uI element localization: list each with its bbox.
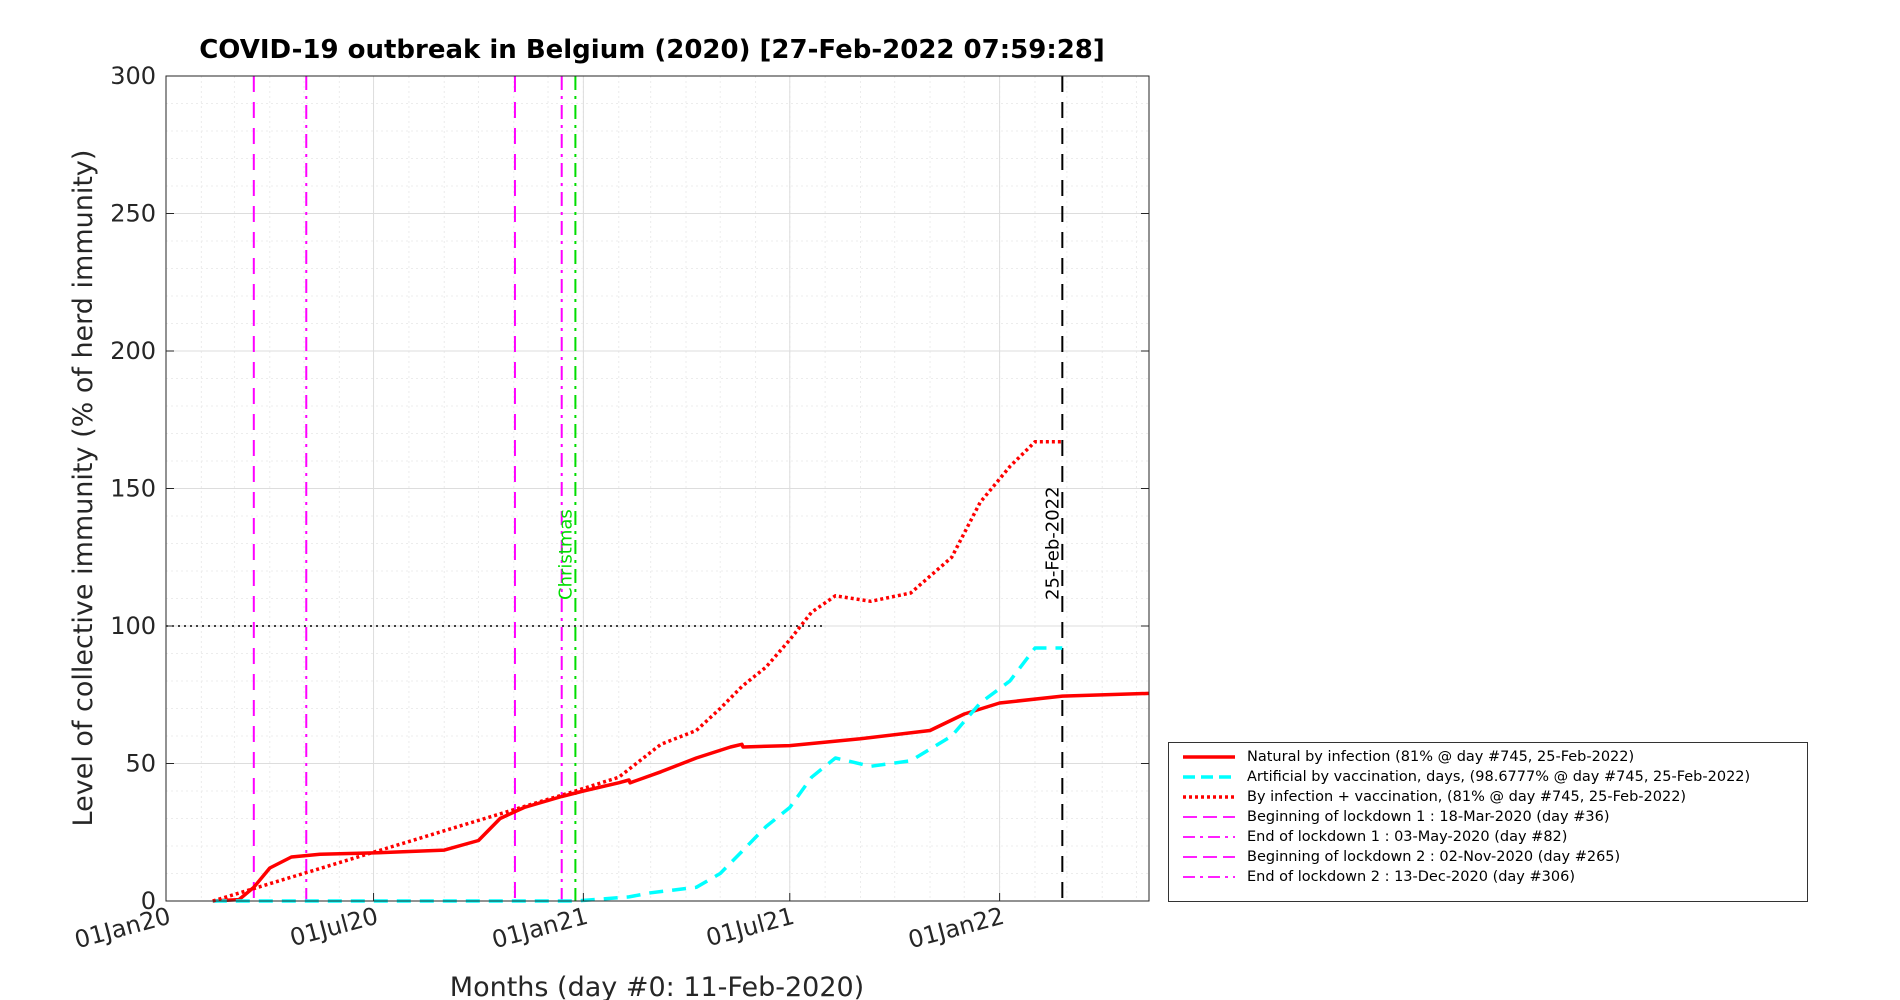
legend-entry-6: End of lockdown 2 : 13-Dec-2020 (day #30…	[1179, 867, 1797, 887]
legend-entry-5: Beginning of lockdown 2 : 02-Nov-2020 (d…	[1179, 847, 1797, 867]
legend-label: Beginning of lockdown 2 : 02-Nov-2020 (d…	[1247, 849, 1621, 865]
legend-swatch	[1183, 775, 1235, 779]
x-axis-label: Months (day #0: 11-Feb-2020)	[450, 972, 864, 1000]
legend-swatch	[1183, 876, 1235, 878]
x-tick-label: 01Jul20	[287, 902, 381, 952]
legend-swatch	[1183, 856, 1235, 858]
legend-label: End of lockdown 1 : 03-May-2020 (day #82…	[1247, 829, 1568, 845]
legend-swatch	[1183, 755, 1235, 759]
y-tick-label: 50	[125, 750, 156, 778]
legend-label: By infection + vaccination, (81% @ day #…	[1247, 789, 1687, 805]
x-tick-label: 01Jan21	[489, 902, 591, 954]
legend-label: Beginning of lockdown 1 : 18-Mar-2020 (d…	[1247, 809, 1610, 825]
legend: Natural by infection (81% @ day #745, 25…	[1168, 742, 1808, 902]
y-tick-label: 250	[110, 200, 156, 228]
legend-swatch	[1183, 816, 1235, 818]
chart-title: COVID-19 outbreak in Belgium (2020) [27-…	[199, 35, 1105, 65]
event-label-4: Christmas	[555, 509, 576, 600]
y-tick-label: 0	[141, 887, 156, 915]
legend-swatch	[1183, 836, 1235, 838]
event-label-5: 25-Feb-2022	[1042, 486, 1063, 600]
y-axis-ticks: 0 50 100 150 200 250 300	[110, 62, 1149, 915]
y-tick-label: 150	[110, 475, 156, 503]
series-lines	[212, 440, 1150, 903]
x-tick-label: 01Jan20	[72, 902, 174, 954]
y-axis-label: Level of collective immunity (% of herd …	[68, 150, 99, 827]
legend-label: End of lockdown 2 : 13-Dec-2020 (day #30…	[1247, 869, 1575, 885]
series-line-0	[212, 691, 1150, 903]
legend-entry-4: End of lockdown 1 : 03-May-2020 (day #82…	[1179, 827, 1797, 847]
y-tick-label: 300	[110, 62, 156, 90]
legend-entry-0: Natural by infection (81% @ day #745, 25…	[1179, 747, 1797, 767]
x-tick-label: 01Jul21	[703, 902, 797, 952]
y-tick-label: 100	[110, 612, 156, 640]
series-line-2	[212, 440, 1063, 903]
legend-label: Artificial by vaccination, days, (98.677…	[1247, 769, 1751, 785]
x-tick-label: 01Jan22	[905, 902, 1007, 954]
event-lines: Christmas 25-Feb-2022	[252, 76, 1064, 901]
legend-entry-2: By infection + vaccination, (81% @ day #…	[1179, 787, 1797, 807]
legend-entry-3: Beginning of lockdown 1 : 18-Mar-2020 (d…	[1179, 807, 1797, 827]
legend-entry-1: Artificial by vaccination, days, (98.677…	[1179, 767, 1797, 787]
legend-swatch	[1183, 795, 1235, 799]
y-tick-label: 200	[110, 337, 156, 365]
legend-label: Natural by infection (81% @ day #745, 25…	[1247, 749, 1635, 765]
series-line-1	[212, 646, 1063, 903]
